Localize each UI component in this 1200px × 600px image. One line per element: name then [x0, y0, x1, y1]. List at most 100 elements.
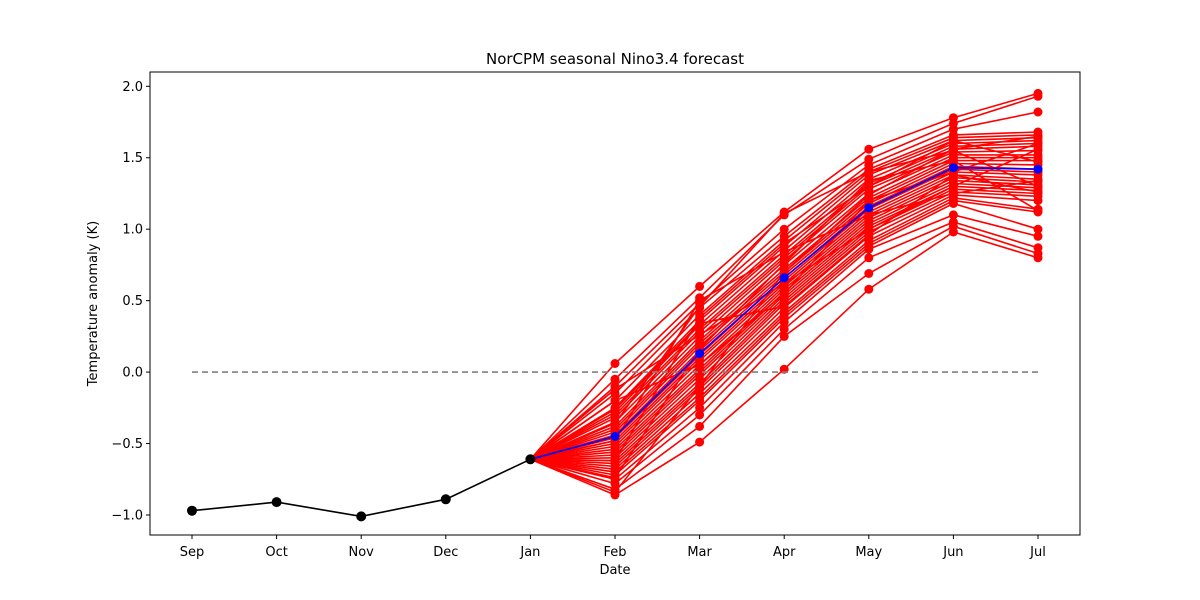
- ensemble-mean-point: [864, 203, 874, 213]
- ensemble-member-point: [610, 404, 620, 414]
- ensemble-member-point: [948, 199, 958, 208]
- y-tick-label: 1.0: [122, 223, 143, 238]
- ensemble-member-point: [864, 230, 874, 240]
- y-tick-label: 1.5: [122, 151, 143, 166]
- ensemble-member-point: [1033, 231, 1043, 241]
- ensemble-member-point: [610, 396, 620, 406]
- ensemble-member-point: [948, 136, 958, 146]
- ensemble-member-point: [695, 319, 705, 328]
- ensemble-mean-point: [610, 431, 620, 441]
- x-tick-label: Dec: [433, 545, 458, 560]
- ensemble-member-point: [610, 419, 620, 428]
- ensemble-member-point: [1033, 206, 1043, 216]
- ensemble-mean-point: [1033, 164, 1043, 174]
- ensemble-member-point: [948, 227, 958, 237]
- ensemble-member-point: [948, 210, 958, 220]
- observed-point: [525, 454, 536, 465]
- ensemble-member-point: [610, 359, 620, 368]
- ensemble-member-point: [695, 403, 705, 413]
- x-tick-label: Jun: [942, 545, 963, 560]
- ensemble-member-point: [610, 456, 620, 466]
- ensemble-member-point: [779, 317, 789, 327]
- observed-line: [191, 458, 531, 518]
- x-axis-label: Date: [599, 563, 630, 578]
- ensemble-member-point: [695, 281, 705, 291]
- ensemble-member-point: [695, 296, 705, 306]
- chart-title: NorCPM seasonal Nino3.4 forecast: [486, 50, 744, 68]
- ensemble-member-point: [779, 289, 789, 298]
- ensemble-members: [525, 88, 1043, 500]
- ensemble-member-point: [1033, 224, 1043, 234]
- ensemble-member-point: [695, 396, 705, 406]
- ensemble-member-point: [610, 473, 620, 483]
- x-tick-label: Mar: [687, 545, 712, 560]
- ensemble-member-point: [948, 181, 958, 191]
- x-tick-label: Jan: [519, 545, 540, 560]
- ensemble-member-point: [1033, 196, 1043, 206]
- x-tick-label: May: [855, 545, 882, 560]
- ensemble-member-point: [779, 324, 789, 334]
- x-tick-label: Nov: [349, 545, 375, 560]
- ensemble-member-point: [779, 247, 789, 257]
- ensemble-member-point: [1033, 187, 1043, 197]
- ensemble-member-point: [864, 210, 874, 220]
- ensemble-mean: [525, 163, 1043, 464]
- ensemble-member-point: [695, 330, 705, 340]
- x-tick-label: Oct: [265, 545, 287, 560]
- x-tick-label: Jul: [1029, 545, 1046, 560]
- x-axis: Sep Oct Nov Dec Jan Feb Mar Apr May Jun Jul: [180, 535, 1046, 560]
- x-tick-label: Sep: [180, 545, 205, 560]
- ensemble-member-point: [1033, 91, 1043, 101]
- y-tick-label: 0.5: [122, 294, 143, 309]
- ensemble-member-point: [1033, 157, 1043, 167]
- ensemble-member-point: [948, 170, 958, 180]
- observed-point: [356, 511, 367, 522]
- observed-point: [271, 497, 282, 508]
- y-tick-label: 2.0: [122, 80, 143, 95]
- observed-point: [187, 505, 197, 516]
- y-tick-label: −1.0: [111, 508, 143, 523]
- ensemble-member-point: [864, 144, 874, 154]
- ensemble-member-point: [610, 384, 620, 394]
- ensemble-mean-point: [779, 273, 789, 283]
- y-axis: −1.0 −0.5 0.0 0.5 1.0 1.5 2.0: [111, 80, 150, 523]
- ensemble-member-point: [695, 381, 705, 391]
- ensemble-member-point: [695, 410, 705, 420]
- ensemble-member-point: [695, 437, 705, 447]
- y-axis-label: Temperature anomaly (K): [86, 221, 101, 387]
- ensemble-member-point: [948, 144, 958, 154]
- ensemble-member-point: [864, 190, 874, 200]
- ensemble-member-point: [864, 269, 874, 278]
- ensemble-member-point: [948, 156, 958, 166]
- ensemble-member-point: [864, 253, 874, 263]
- ensemble-member-point: [779, 301, 789, 311]
- ensemble-member-point: [779, 331, 789, 341]
- ensemble-member-point: [1033, 144, 1043, 154]
- ensemble-member-point: [864, 167, 874, 177]
- ensemble-member-point: [864, 284, 874, 294]
- observed-point: [440, 494, 451, 505]
- ensemble-mean-point: [695, 349, 705, 358]
- ensemble-member-point: [864, 244, 874, 254]
- ensemble-member-point: [610, 374, 620, 384]
- x-tick-label: Apr: [773, 545, 796, 560]
- ensemble-member-point: [610, 487, 620, 497]
- ensemble-member-point: [779, 239, 789, 248]
- observed-series: [187, 454, 536, 522]
- ensemble-member-point: [948, 189, 958, 198]
- ensemble-member-point: [695, 360, 705, 370]
- ensemble-member-point: [1033, 253, 1043, 263]
- y-tick-label: 0.0: [122, 366, 143, 381]
- x-tick-label: Feb: [603, 545, 626, 560]
- ensemble-member-point: [864, 176, 874, 186]
- ensemble-member-point: [779, 209, 789, 218]
- ensemble-member-point: [1033, 131, 1043, 141]
- ensemble-member-point: [779, 224, 789, 234]
- ensemble-member-point: [695, 421, 705, 431]
- ensemble-member-point: [1033, 176, 1043, 186]
- y-tick-label: −0.5: [111, 437, 143, 452]
- ensemble-member-point: [779, 259, 789, 268]
- ensemble-member-point: [1033, 107, 1043, 117]
- ensemble-mean-point: [948, 163, 958, 173]
